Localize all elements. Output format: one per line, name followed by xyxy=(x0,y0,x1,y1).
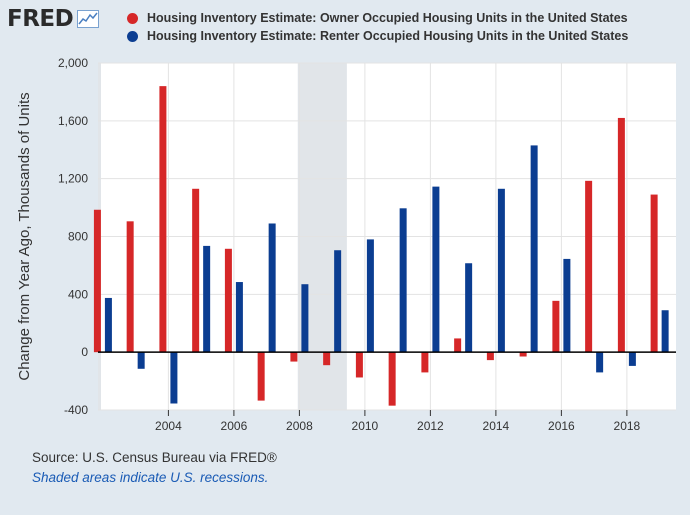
x-tick-label-0: 2004 xyxy=(155,419,182,433)
bar-renter-2014 xyxy=(497,188,505,353)
bar-owner-2006 xyxy=(224,248,232,353)
chart-footer: Source: U.S. Census Bureau via FRED® Sha… xyxy=(32,450,277,485)
legend-swatch-renter xyxy=(127,30,138,42)
bar-renter-2006 xyxy=(235,282,243,353)
bar-renter-2003 xyxy=(137,352,145,369)
y-axis-label: Change from Year Ago, Thousands of Units xyxy=(16,92,33,380)
x-tick-label-5: 2014 xyxy=(483,419,510,433)
recession-note: Shaded areas indicate U.S. recessions. xyxy=(32,470,269,485)
bar-chart: -400 0 400 800 1,200 1,600 2,000 2004 2006 2008 20… xyxy=(16,56,676,433)
bar-renter-2015 xyxy=(530,145,538,353)
x-tick-label-2: 2008 xyxy=(286,419,313,433)
y-tick-label-6: 2,000 xyxy=(58,56,88,70)
bar-owner-2012 xyxy=(421,352,429,373)
x-tick-label-1: 2006 xyxy=(221,419,248,433)
legend-item-owner[interactable]: Housing Inventory Estimate: Owner Occupi… xyxy=(127,11,628,25)
y-tick-label-0: -400 xyxy=(64,403,88,417)
bar-owner-2017 xyxy=(585,180,593,353)
line-chart-icon xyxy=(77,10,100,28)
bar-owner-2003 xyxy=(126,221,134,353)
y-tick-label-5: 1,600 xyxy=(58,114,88,128)
bar-owner-2008 xyxy=(290,352,298,362)
bar-owner-2005 xyxy=(192,188,200,353)
bar-owner-2011 xyxy=(388,352,396,406)
bar-renter-2011 xyxy=(399,208,407,353)
bar-owner-2013 xyxy=(454,338,462,353)
legend-label-renter: Housing Inventory Estimate: Renter Occup… xyxy=(147,29,629,43)
fred-logo[interactable]: FRED xyxy=(7,6,100,32)
bar-owner-2009 xyxy=(323,352,331,366)
bar-owner-2010 xyxy=(355,352,363,378)
bar-renter-2018 xyxy=(628,352,636,366)
bar-renter-2008 xyxy=(301,284,309,353)
legend-label-owner: Housing Inventory Estimate: Owner Occupi… xyxy=(147,11,628,25)
x-tick-label-3: 2010 xyxy=(352,419,379,433)
chart-header: FRED Housing Inventory Estimate: Owner O… xyxy=(0,0,690,50)
source-text: Source: U.S. Census Bureau via FRED® xyxy=(32,450,277,465)
legend-item-renter[interactable]: Housing Inventory Estimate: Renter Occup… xyxy=(127,29,628,43)
bar-renter-2019 xyxy=(661,310,669,353)
x-tick-label-4: 2012 xyxy=(417,419,444,433)
bar-renter-2002 xyxy=(104,297,112,353)
bar-renter-2009 xyxy=(334,250,342,353)
bar-owner-2014 xyxy=(486,352,494,361)
bar-owner-2007 xyxy=(257,352,265,401)
bar-owner-2018 xyxy=(617,117,625,353)
bar-renter-2012 xyxy=(432,186,440,353)
bar-renter-2013 xyxy=(465,263,473,353)
bar-owner-2019 xyxy=(650,194,658,353)
bar-renter-2007 xyxy=(268,223,276,353)
bar-owner-2015 xyxy=(519,352,527,357)
bar-renter-2017 xyxy=(596,352,604,373)
y-tick-label-2: 400 xyxy=(68,287,88,301)
x-tick-label-6: 2016 xyxy=(548,419,575,433)
bar-renter-2010 xyxy=(366,239,374,353)
y-tick-label-4: 1,200 xyxy=(58,172,88,186)
legend-swatch-owner xyxy=(127,12,138,24)
y-tick-label-3: 800 xyxy=(68,230,88,244)
x-tick-label-7: 2018 xyxy=(614,419,641,433)
bar-renter-2004 xyxy=(170,352,178,404)
fred-logo-text: FRED xyxy=(7,6,74,32)
bar-owner-2002 xyxy=(93,209,101,353)
bar-owner-2004 xyxy=(159,86,167,353)
bar-owner-2016 xyxy=(552,300,560,353)
y-tick-label-1: 0 xyxy=(81,345,88,359)
bar-renter-2016 xyxy=(563,258,571,353)
bar-renter-2005 xyxy=(203,245,211,353)
